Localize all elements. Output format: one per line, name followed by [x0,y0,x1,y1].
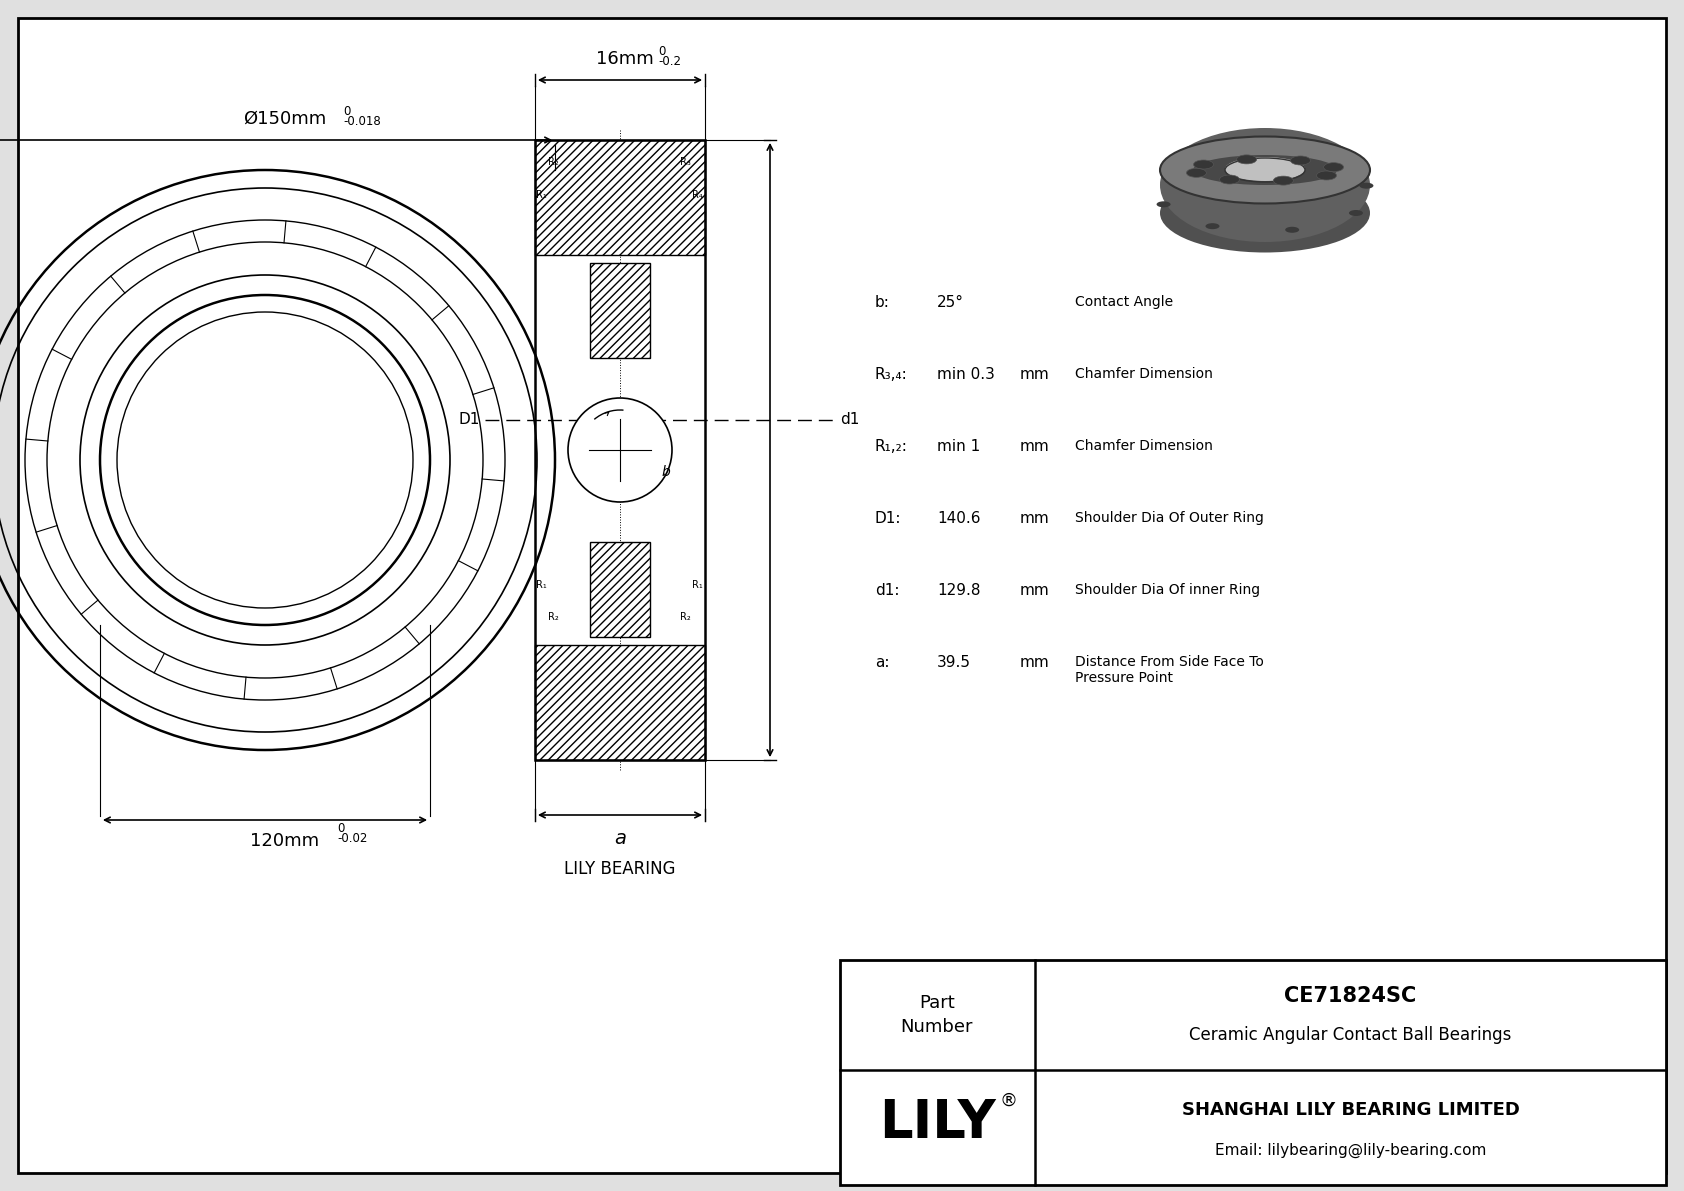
Text: Chamfer Dimension: Chamfer Dimension [1074,367,1212,381]
Bar [840,960,1665,1185]
Text: Ø150mm: Ø150mm [244,110,327,127]
Text: 16mm: 16mm [596,50,653,68]
Text: R₃: R₃ [680,157,690,167]
Text: a: a [615,829,626,848]
Text: Email: lilybearing@lily-bearing.com: Email: lilybearing@lily-bearing.com [1214,1143,1487,1158]
Ellipse shape [1160,137,1371,204]
Text: 25°: 25° [936,295,963,310]
Text: 0: 0 [344,105,350,118]
Text: R₂: R₂ [680,612,690,622]
Ellipse shape [1273,176,1293,185]
Text: CE71824SC: CE71824SC [1285,986,1416,1006]
Bar [536,646,706,760]
Text: a:: a: [876,655,889,671]
Text: 140.6: 140.6 [936,511,980,526]
Text: b:: b: [876,295,889,310]
Text: Distance From Side Face To
Pressure Point: Distance From Side Face To Pressure Poin… [1074,655,1265,685]
Text: min 0.3: min 0.3 [936,367,995,382]
Text: LILY BEARING: LILY BEARING [564,860,675,878]
Text: ®: ® [1000,1092,1019,1110]
Ellipse shape [1192,155,1337,185]
Ellipse shape [1317,172,1337,180]
Ellipse shape [1160,127,1371,242]
Text: mm: mm [1021,439,1049,454]
Text: R₄: R₄ [692,191,702,200]
Bar [536,141,706,255]
Text: -0.02: -0.02 [337,833,367,844]
Ellipse shape [1219,175,1239,185]
Ellipse shape [1160,174,1371,252]
Text: d1:: d1: [876,584,899,598]
Text: mm: mm [1021,655,1049,671]
Text: Shoulder Dia Of Outer Ring: Shoulder Dia Of Outer Ring [1074,511,1265,525]
Text: Ceramic Angular Contact Ball Bearings: Ceramic Angular Contact Ball Bearings [1189,1025,1512,1043]
Text: Shoulder Dia Of inner Ring: Shoulder Dia Of inner Ring [1074,584,1260,597]
Text: R₂: R₂ [547,157,559,167]
Text: mm: mm [1021,511,1049,526]
Text: b: b [662,464,670,479]
Text: 39.5: 39.5 [936,655,972,671]
Ellipse shape [1194,160,1214,169]
Bar [589,542,650,637]
Ellipse shape [1290,156,1310,166]
Ellipse shape [1187,168,1206,177]
Ellipse shape [1359,182,1374,188]
Text: R₁,₂:: R₁,₂: [876,439,908,454]
Ellipse shape [1349,210,1362,216]
Text: R₁: R₁ [536,191,546,200]
Text: -0.2: -0.2 [658,55,680,68]
Text: R₁: R₁ [692,580,702,590]
Bar [589,263,650,358]
Text: d1: d1 [840,412,859,428]
Text: D1: D1 [458,412,480,428]
Text: R₁: R₁ [536,580,546,590]
Ellipse shape [1324,163,1344,172]
Ellipse shape [1224,157,1305,181]
Ellipse shape [1157,201,1170,207]
Text: D1:: D1: [876,511,901,526]
Ellipse shape [1206,223,1219,229]
Text: 120mm: 120mm [251,833,320,850]
Text: 129.8: 129.8 [936,584,980,598]
Text: mm: mm [1021,584,1049,598]
Text: 0: 0 [658,45,665,58]
Text: Chamfer Dimension: Chamfer Dimension [1074,439,1212,453]
Text: R₂: R₂ [547,612,559,622]
Text: Contact Angle: Contact Angle [1074,295,1174,308]
Bar [536,141,706,760]
Circle shape [568,398,672,501]
Ellipse shape [1285,226,1298,232]
Text: mm: mm [1021,367,1049,382]
Text: min 1: min 1 [936,439,980,454]
Text: SHANGHAI LILY BEARING LIMITED: SHANGHAI LILY BEARING LIMITED [1182,1102,1519,1120]
Text: 0: 0 [337,822,344,835]
Text: -0.018: -0.018 [344,116,381,127]
Text: R₃,₄:: R₃,₄: [876,367,908,382]
Ellipse shape [1236,155,1256,164]
Text: LILY: LILY [879,1097,995,1148]
Text: Part
Number: Part Number [901,993,973,1036]
